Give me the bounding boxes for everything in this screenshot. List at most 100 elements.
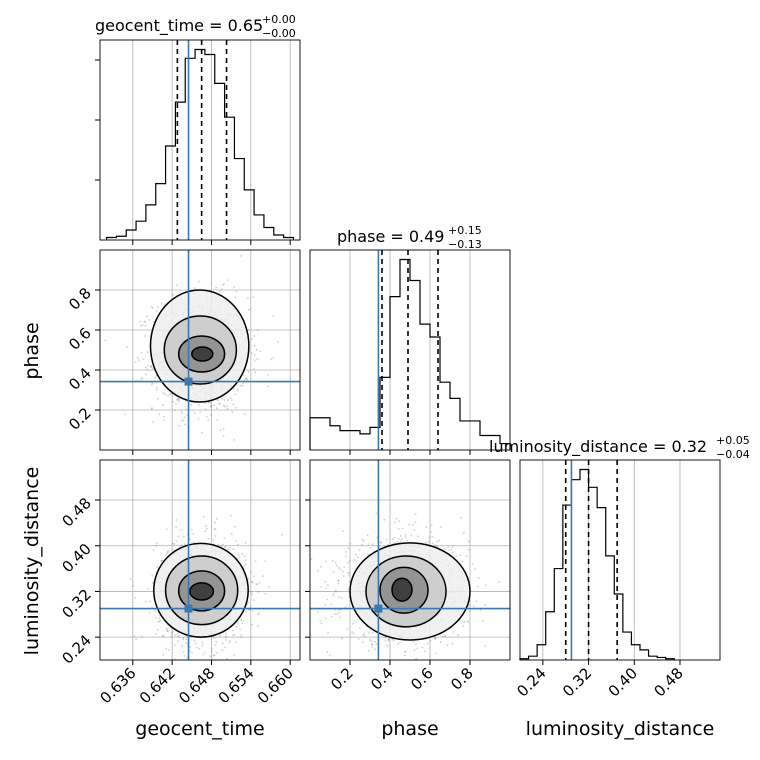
sample-point	[253, 335, 256, 337]
sample-point	[451, 642, 454, 645]
sample-point	[132, 584, 135, 587]
sample-point	[367, 649, 370, 652]
sample-point	[448, 549, 451, 551]
sample-point	[404, 533, 407, 536]
sample-point	[199, 411, 202, 414]
sample-point	[213, 404, 216, 407]
sample-point	[215, 286, 218, 289]
title-phase-minus: −0.13	[448, 238, 482, 251]
panel-content	[100, 460, 300, 660]
sample-point	[215, 407, 218, 410]
sample-point	[433, 543, 436, 546]
sample-point	[243, 555, 246, 558]
sample-point	[182, 636, 185, 639]
sample-point	[434, 638, 436, 640]
contour-line	[349, 542, 471, 641]
sample-point	[428, 663, 430, 665]
sample-point	[434, 637, 436, 640]
sample-point	[243, 565, 246, 568]
contour-line	[191, 346, 214, 362]
sample-point	[338, 609, 341, 612]
sample-point	[229, 396, 232, 399]
sample-point	[424, 650, 426, 653]
sample-point	[424, 541, 427, 544]
sample-point	[330, 603, 333, 606]
sample-point	[442, 635, 444, 638]
sample-point	[325, 587, 328, 589]
sample-point	[142, 358, 145, 360]
sample-point	[451, 545, 454, 548]
sample-point	[225, 635, 228, 638]
sample-point	[151, 367, 154, 370]
sample-point	[166, 630, 169, 632]
sample-point	[250, 338, 253, 340]
sample-point	[347, 571, 350, 574]
sample-point	[397, 538, 400, 540]
sample-point	[235, 625, 238, 628]
ylabel-phase: phase	[21, 322, 43, 379]
sample-point	[223, 537, 226, 540]
sample-point	[272, 314, 275, 317]
sample-point	[191, 651, 193, 654]
sample-point	[234, 393, 237, 396]
sample-point	[217, 399, 220, 402]
sample-point	[338, 611, 340, 614]
title-geocent-time-minus: −0.00	[262, 27, 296, 40]
sample-point	[206, 415, 208, 418]
sample-point	[155, 389, 158, 392]
sample-point	[145, 366, 147, 369]
sample-point	[197, 280, 200, 283]
sample-point	[159, 619, 162, 622]
sample-point	[167, 648, 170, 651]
sample-point	[233, 438, 236, 441]
sample-point	[475, 600, 478, 603]
sample-point	[251, 581, 254, 584]
sample-point	[231, 629, 234, 632]
sample-point	[192, 541, 195, 544]
sample-point	[438, 539, 441, 542]
sample-point	[177, 398, 180, 401]
sample-point	[328, 654, 331, 657]
sample-point	[236, 388, 239, 390]
sample-point	[439, 641, 442, 643]
sample-point	[257, 591, 260, 593]
sample-point	[161, 635, 164, 637]
sample-point	[436, 544, 439, 547]
sample-point	[355, 553, 357, 556]
sample-point	[129, 578, 132, 581]
sample-point	[447, 546, 450, 549]
diag-panel-phase	[309, 249, 511, 455]
xlabel-phase: phase	[381, 718, 438, 740]
sample-point	[152, 549, 155, 551]
sample-point	[212, 654, 215, 657]
sample-point	[253, 354, 256, 357]
sample-point	[164, 554, 167, 557]
sample-point	[217, 543, 220, 546]
sample-point	[186, 414, 189, 416]
sample-point	[221, 543, 224, 546]
sample-point	[140, 351, 143, 354]
sample-point	[185, 638, 187, 641]
sample-point	[267, 385, 270, 388]
sample-point	[255, 583, 258, 585]
sample-point	[209, 405, 212, 408]
sample-point	[330, 615, 333, 618]
y-tick-label: 0.24	[58, 631, 94, 667]
sample-point	[172, 549, 175, 552]
sample-point	[239, 384, 242, 387]
sample-point	[366, 553, 369, 556]
sample-point	[339, 616, 342, 619]
sample-point	[246, 378, 248, 381]
sample-point	[247, 370, 250, 373]
sample-point	[416, 535, 419, 538]
sample-point	[156, 566, 158, 568]
sample-point	[229, 639, 231, 642]
sample-point	[219, 429, 222, 432]
sample-point	[253, 359, 256, 362]
sample-point	[466, 548, 469, 551]
y-tick-label: 0.6	[65, 324, 95, 354]
sample-point	[469, 610, 471, 613]
x-tick-label: 0.40	[605, 664, 641, 700]
sample-point	[150, 366, 153, 369]
